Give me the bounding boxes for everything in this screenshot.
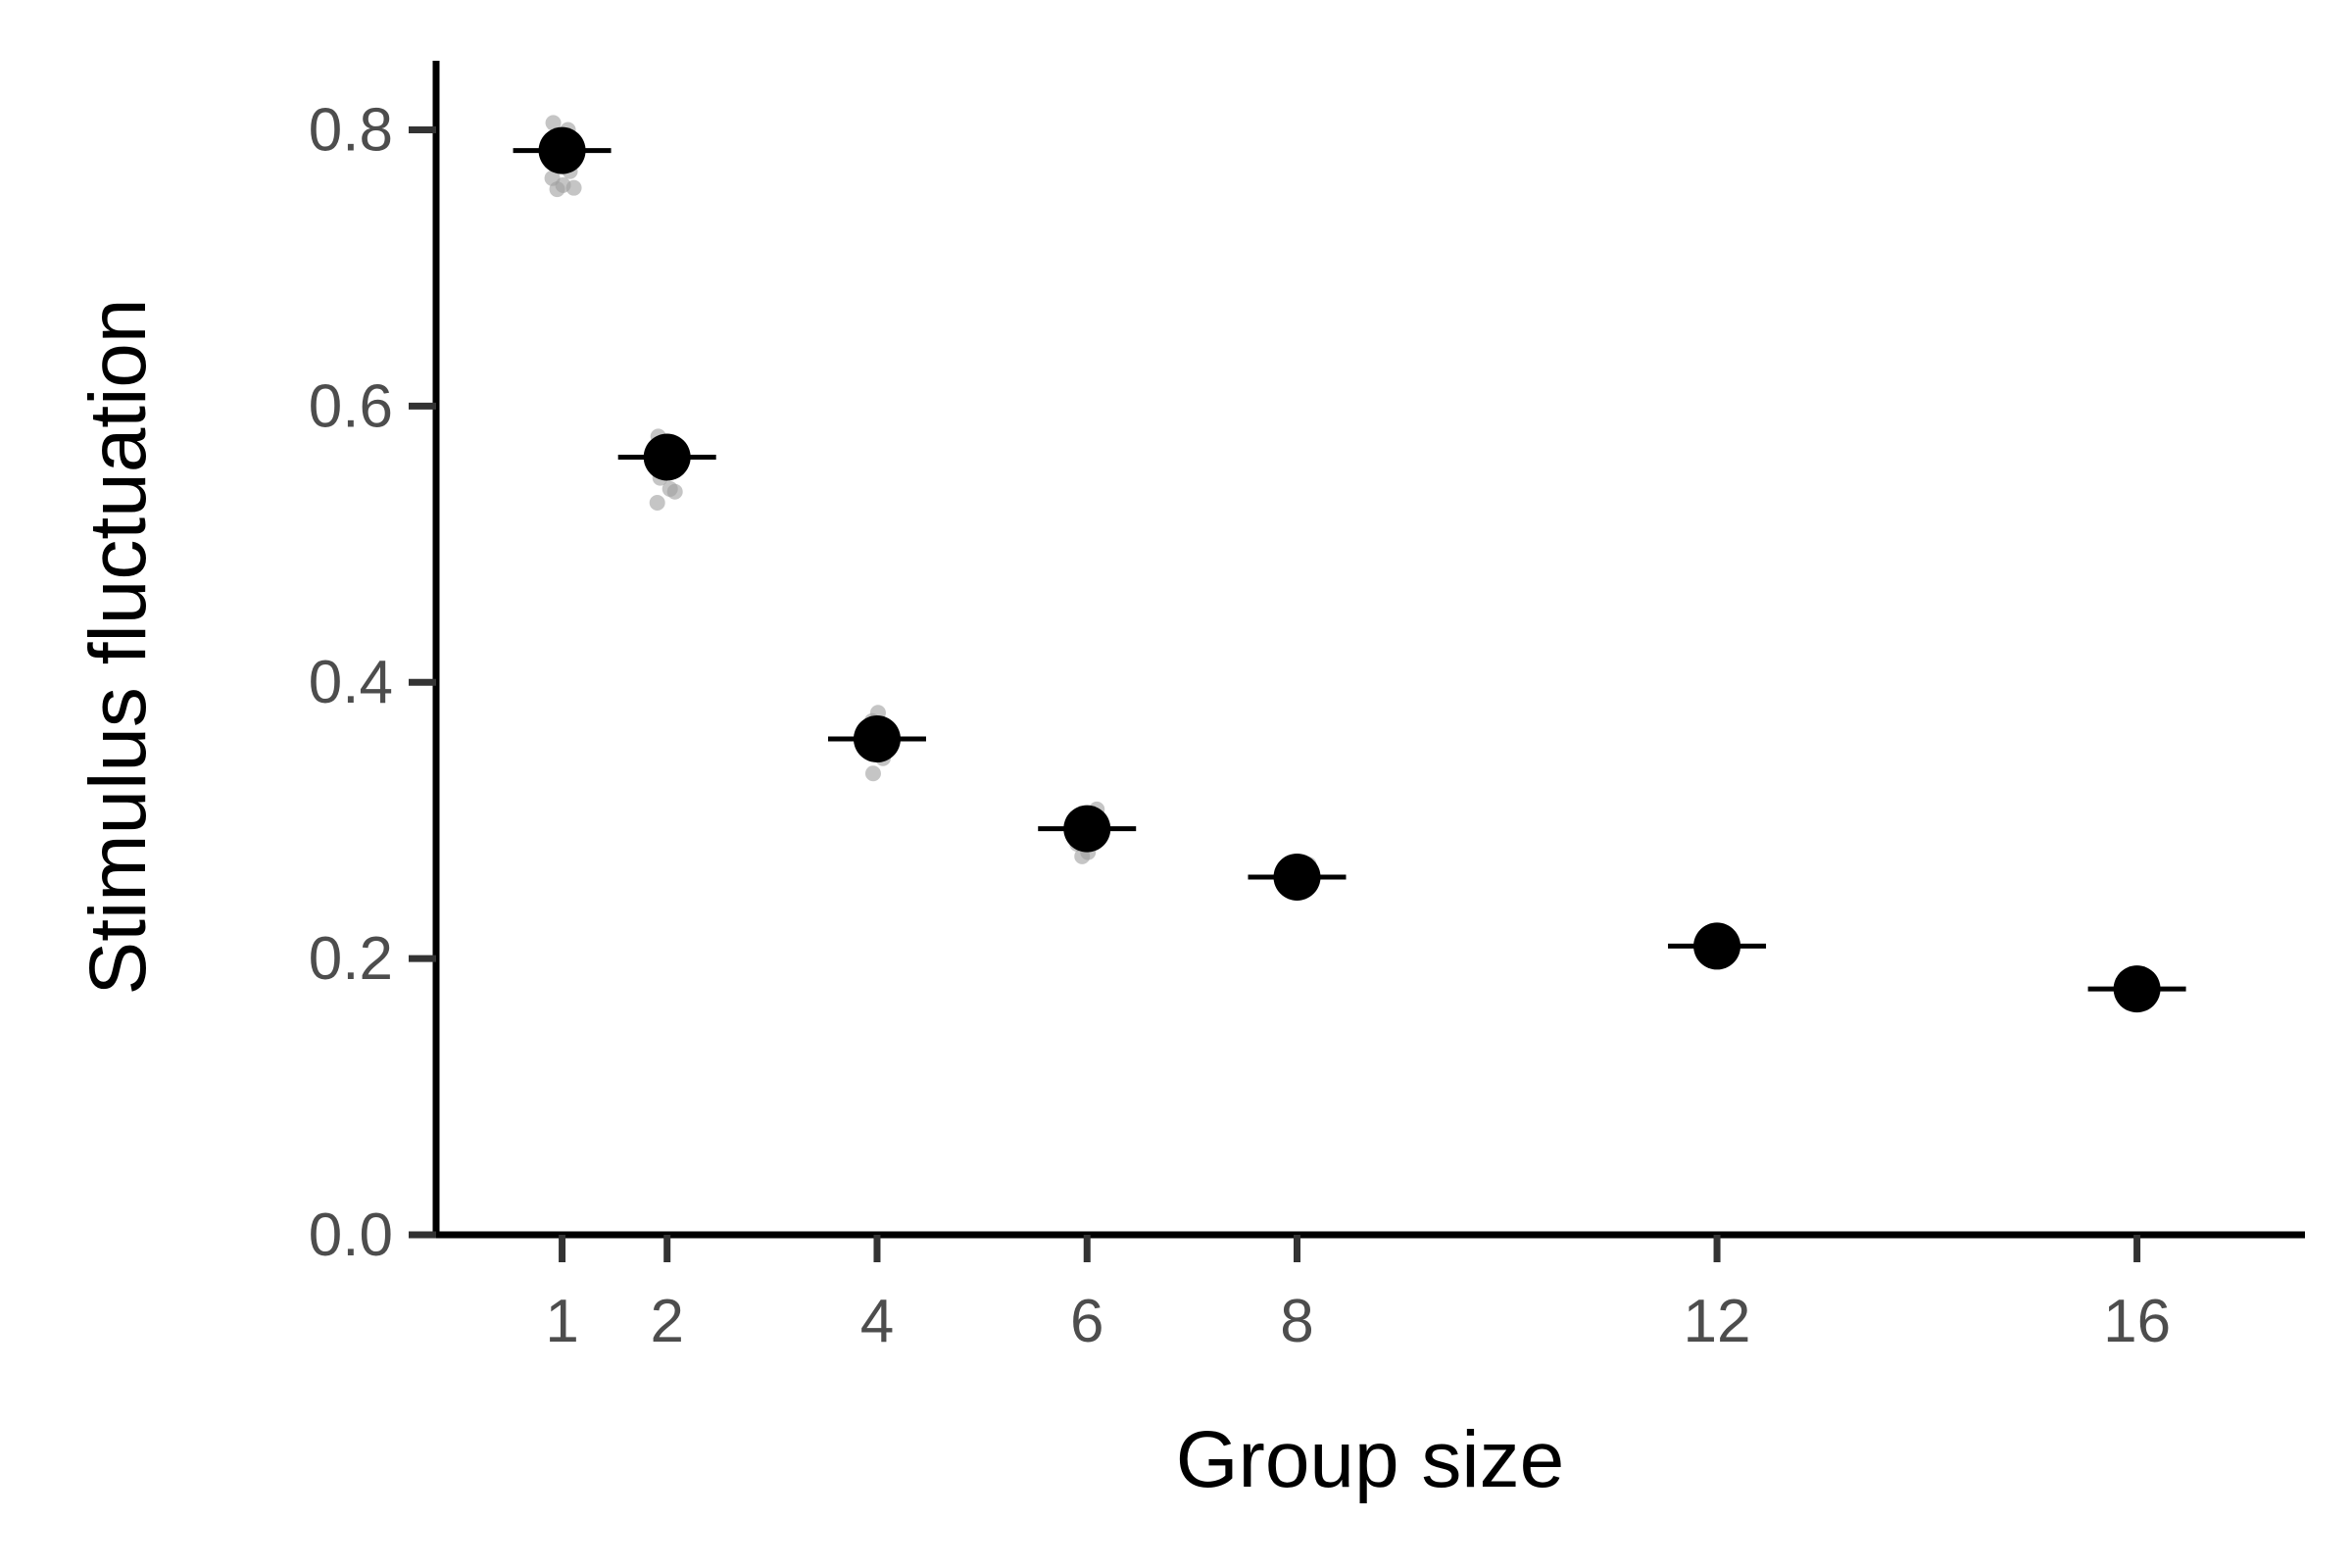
mean-point <box>1693 922 1741 970</box>
y-tick-label: 0.4 <box>309 649 393 716</box>
y-tick-label: 0.6 <box>309 372 393 440</box>
y-tick-label: 0.0 <box>309 1201 393 1269</box>
y-ticks-layer: 0.0 0.2 0.4 0.6 0.8 <box>309 96 436 1269</box>
x-tick-label: 8 <box>1280 1288 1313 1355</box>
replicate-point <box>565 179 582 196</box>
x-tick-label: 2 <box>650 1288 683 1355</box>
replicate-point <box>864 765 881 782</box>
replicate-point <box>666 483 683 500</box>
x-tick-label: 12 <box>1684 1288 1751 1355</box>
y-tick-label: 0.8 <box>309 96 393 164</box>
mean-points-layer <box>513 126 2186 1013</box>
axes-layer <box>432 61 2305 1239</box>
x-tick-label: 16 <box>2103 1288 2171 1355</box>
y-tick-label: 0.2 <box>309 925 393 993</box>
replicate-point <box>545 115 562 131</box>
replicate-point <box>1074 848 1091 864</box>
x-axis-title: Group size <box>1176 1415 1565 1504</box>
x-tick-label: 6 <box>1070 1288 1103 1355</box>
replicate-point <box>649 495 665 512</box>
replicate-points-layer <box>544 115 2157 1005</box>
replicate-point <box>549 181 565 198</box>
x-tick-label: 4 <box>860 1288 894 1355</box>
mean-point <box>853 715 901 763</box>
y-axis-title: Stimulus fluctuation <box>74 298 163 995</box>
x-tick-label: 1 <box>545 1288 578 1355</box>
mean-point <box>643 433 691 481</box>
mean-point <box>1063 805 1111 853</box>
x-ticks-layer: 1 2 4 6 8 12 16 <box>545 1235 2171 1355</box>
mean-point <box>538 126 586 174</box>
mean-point <box>2113 965 2161 1013</box>
mean-point <box>1273 853 1321 901</box>
